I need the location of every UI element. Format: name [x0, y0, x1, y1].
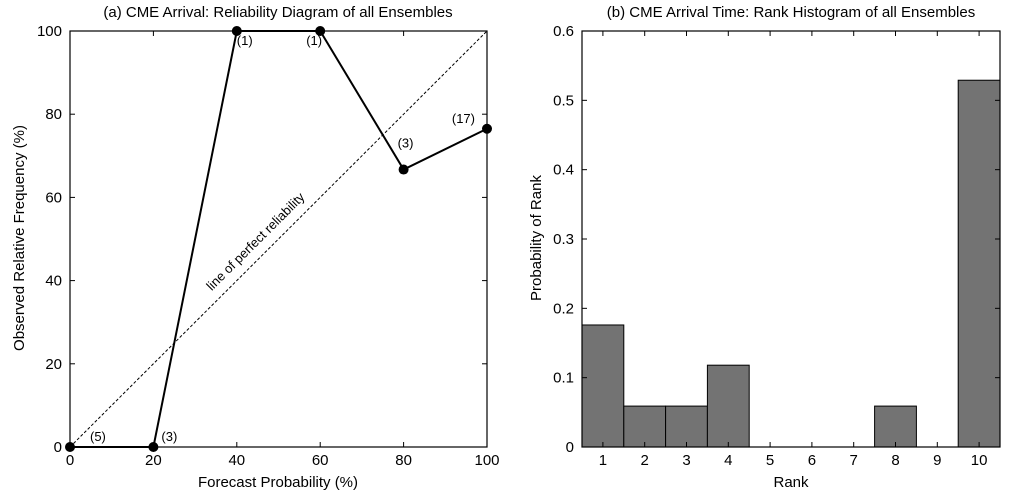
x-tick-label: 100: [474, 452, 499, 469]
reliability-diagram-panel: (a) CME Arrival: Reliability Diagram of …: [11, 4, 500, 491]
point-count-label: (17): [452, 111, 475, 126]
reliability-x-ticks: 0 20 40 60 80 100: [66, 31, 500, 469]
y-tick-label: 0.4: [553, 162, 574, 179]
perfect-reliability-label: line of perfect reliability: [203, 189, 308, 293]
y-tick-label: 40: [45, 273, 62, 290]
point-count-label: (3): [161, 429, 177, 444]
y-tick-label: 0: [54, 439, 62, 456]
x-tick-label: 7: [850, 452, 858, 469]
x-tick-label: 20: [145, 452, 162, 469]
x-tick-label: 6: [808, 452, 816, 469]
rank-bar-1: [581, 324, 625, 448]
x-tick-label: 10: [971, 452, 988, 469]
x-tick-label: 5: [766, 452, 774, 469]
reliability-x-axis-label: Forecast Probability (%): [198, 474, 358, 491]
reliability-plot-frame: [69, 30, 488, 448]
y-tick-label: 0.1: [553, 370, 574, 387]
point-count-label: (1): [306, 33, 322, 48]
y-tick-label: 0.2: [553, 300, 574, 317]
rank-histogram-title: (b) CME Arrival Time: Rank Histogram of …: [607, 4, 975, 21]
y-tick-label: 60: [45, 189, 62, 206]
point-count-label: (3): [398, 136, 414, 151]
y-tick-label: 0.5: [553, 92, 574, 109]
reliability-point: [398, 164, 409, 175]
y-tick-label: 0: [566, 439, 574, 456]
reliability-y-axis-label: Observed Relative Frequency (%): [11, 125, 28, 351]
x-tick-label: 2: [641, 452, 649, 469]
rank-bar-8: [874, 405, 917, 448]
rank-histogram-bars: [581, 79, 1001, 448]
point-count-label: (1): [237, 33, 253, 48]
rank-histogram-x-axis-label: Rank: [773, 474, 809, 491]
reliability-point-labels: (5) (3) (1) (1) (3) (17): [90, 33, 475, 444]
perfect-reliability-line: [69, 30, 488, 448]
rank-bar-3: [665, 405, 708, 448]
rank-histogram-y-ticks: 0 0.1 0.2 0.3 0.4 0.5 0.6: [553, 23, 1000, 456]
x-tick-label: 9: [933, 452, 941, 469]
x-tick-label: 60: [312, 452, 329, 469]
y-tick-label: 0.6: [553, 23, 574, 40]
reliability-plot-area: line of perfect reliability (5) (3) (1) (1)…: [65, 26, 492, 452]
reliability-title: (a) CME Arrival: Reliability Diagram of …: [103, 4, 452, 21]
rank-histogram-x-ticks: 1 2 3 4 5 6 7 8 9 10: [599, 31, 988, 469]
x-tick-label: 1: [599, 452, 607, 469]
rank-bar-2: [623, 405, 667, 448]
point-count-label: (5): [90, 429, 106, 444]
y-tick-label: 20: [45, 356, 62, 373]
x-tick-label: 4: [724, 452, 732, 469]
y-tick-label: 80: [45, 106, 62, 123]
x-tick-label: 80: [395, 452, 412, 469]
rank-histogram-y-axis-label: Probability of Rank: [528, 175, 545, 301]
reliability-y-ticks: 0 20 40 60 80 100: [37, 23, 487, 456]
x-tick-label: 8: [891, 452, 899, 469]
y-tick-label: 100: [37, 23, 62, 40]
rank-bar-4: [706, 364, 750, 448]
rank-bar-10: [957, 79, 1001, 448]
rank-histogram-panel: (b) CME Arrival Time: Rank Histogram of …: [528, 4, 1001, 491]
x-tick-label: 3: [682, 452, 690, 469]
x-tick-label: 0: [66, 452, 74, 469]
rank-histogram-plot-frame: [581, 30, 1001, 448]
y-tick-label: 0.3: [553, 231, 574, 248]
x-tick-label: 40: [228, 452, 245, 469]
